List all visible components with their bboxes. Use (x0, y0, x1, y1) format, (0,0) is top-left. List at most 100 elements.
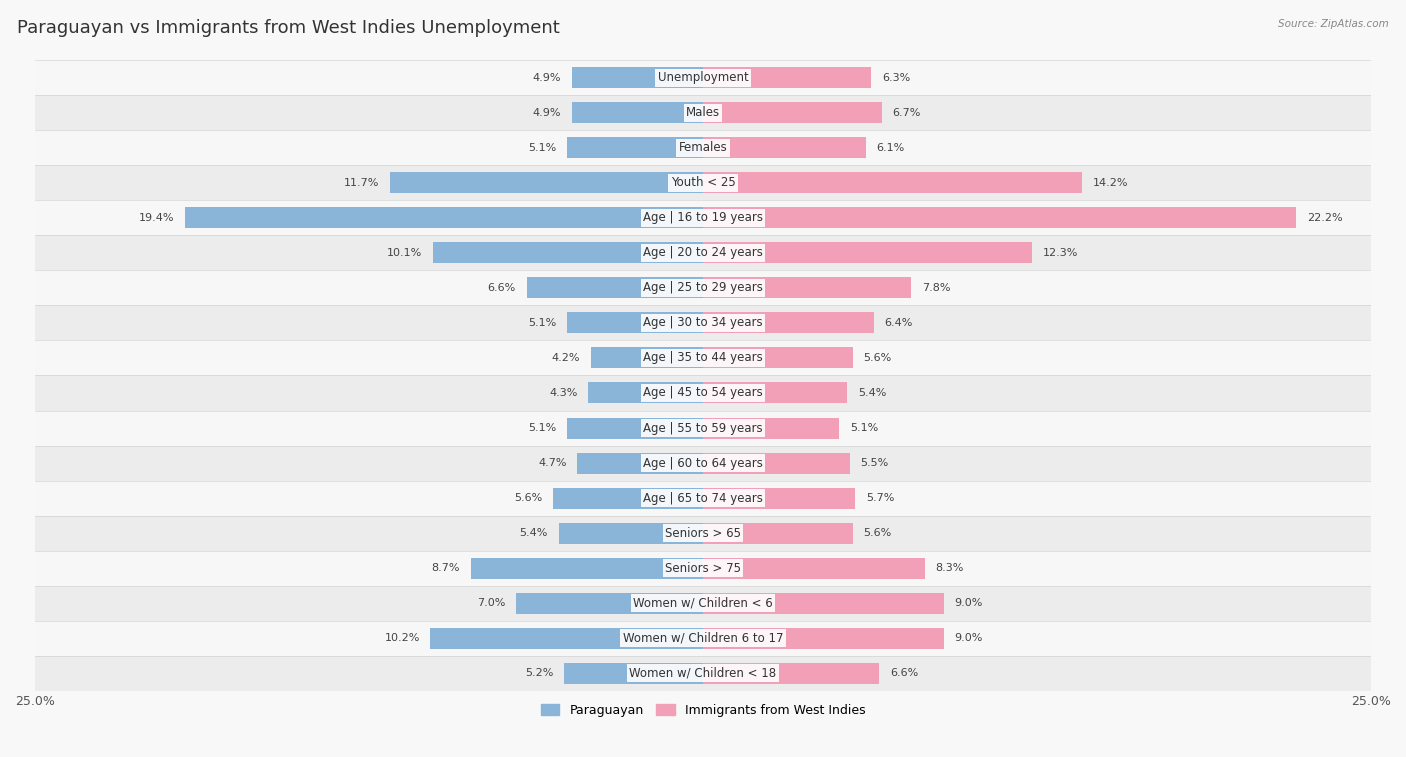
Bar (527, 278, 703, 298)
Bar (703, 207, 1296, 229)
Bar (35, 341, 1371, 375)
Text: Age | 25 to 29 years: Age | 25 to 29 years (643, 282, 763, 294)
Text: 5.6%: 5.6% (863, 353, 891, 363)
Bar (703, 173, 1083, 194)
Bar (703, 138, 866, 158)
Text: 9.0%: 9.0% (955, 633, 983, 643)
Text: Women w/ Children < 6: Women w/ Children < 6 (633, 597, 773, 609)
Bar (35, 235, 1371, 270)
Bar (35, 375, 1371, 410)
Text: 10.2%: 10.2% (384, 633, 420, 643)
Text: 4.3%: 4.3% (548, 388, 578, 398)
Text: Age | 65 to 74 years: Age | 65 to 74 years (643, 491, 763, 504)
Text: 19.4%: 19.4% (138, 213, 174, 223)
Bar (35, 481, 1371, 516)
Text: 4.7%: 4.7% (538, 458, 567, 468)
Bar (703, 558, 925, 578)
Text: 12.3%: 12.3% (1042, 248, 1078, 258)
Text: 5.1%: 5.1% (527, 318, 555, 328)
Text: 4.9%: 4.9% (533, 73, 561, 83)
Text: Seniors > 75: Seniors > 75 (665, 562, 741, 575)
Bar (703, 278, 911, 298)
Bar (433, 242, 703, 263)
Text: 6.6%: 6.6% (890, 668, 918, 678)
Bar (35, 270, 1371, 306)
Bar (703, 102, 882, 123)
Bar (567, 313, 703, 334)
Text: 7.8%: 7.8% (922, 283, 950, 293)
Text: 5.6%: 5.6% (515, 493, 543, 503)
Text: 4.9%: 4.9% (533, 108, 561, 118)
Bar (35, 621, 1371, 656)
Bar (703, 313, 875, 334)
Text: Seniors > 65: Seniors > 65 (665, 527, 741, 540)
Text: 5.7%: 5.7% (866, 493, 894, 503)
Bar (35, 130, 1371, 166)
Bar (578, 453, 703, 474)
Text: 5.4%: 5.4% (858, 388, 886, 398)
Bar (703, 453, 851, 474)
Bar (703, 628, 943, 649)
Text: 22.2%: 22.2% (1308, 213, 1343, 223)
Text: Youth < 25: Youth < 25 (671, 176, 735, 189)
Text: Age | 60 to 64 years: Age | 60 to 64 years (643, 456, 763, 469)
Text: Age | 45 to 54 years: Age | 45 to 54 years (643, 387, 763, 400)
Bar (516, 593, 703, 614)
Bar (35, 166, 1371, 201)
Text: Females: Females (679, 142, 727, 154)
Text: Unemployment: Unemployment (658, 71, 748, 85)
Bar (703, 67, 872, 89)
Text: Women w/ Children 6 to 17: Women w/ Children 6 to 17 (623, 631, 783, 644)
Bar (558, 522, 703, 544)
Text: 5.2%: 5.2% (524, 668, 554, 678)
Text: Males: Males (686, 107, 720, 120)
Bar (35, 410, 1371, 446)
Text: 6.6%: 6.6% (488, 283, 516, 293)
Text: Paraguayan vs Immigrants from West Indies Unemployment: Paraguayan vs Immigrants from West Indie… (17, 19, 560, 37)
Text: 8.3%: 8.3% (935, 563, 965, 573)
Text: 7.0%: 7.0% (477, 598, 505, 608)
Bar (35, 516, 1371, 550)
Text: 11.7%: 11.7% (344, 178, 380, 188)
Text: Age | 30 to 34 years: Age | 30 to 34 years (643, 316, 763, 329)
Bar (430, 628, 703, 649)
Text: 6.7%: 6.7% (893, 108, 921, 118)
Text: 6.1%: 6.1% (877, 143, 905, 153)
Text: Women w/ Children < 18: Women w/ Children < 18 (630, 667, 776, 680)
Bar (35, 95, 1371, 130)
Bar (554, 488, 703, 509)
Bar (564, 662, 703, 684)
Bar (35, 201, 1371, 235)
Text: 5.1%: 5.1% (527, 423, 555, 433)
Bar (703, 347, 852, 369)
Bar (35, 61, 1371, 95)
Text: 10.1%: 10.1% (387, 248, 422, 258)
Text: 5.5%: 5.5% (860, 458, 889, 468)
Bar (567, 418, 703, 438)
Text: Age | 55 to 59 years: Age | 55 to 59 years (643, 422, 763, 435)
Bar (35, 446, 1371, 481)
Bar (703, 488, 855, 509)
Bar (391, 173, 703, 194)
Bar (703, 593, 943, 614)
Bar (703, 382, 848, 403)
Text: 5.1%: 5.1% (851, 423, 879, 433)
Text: 6.4%: 6.4% (884, 318, 912, 328)
Bar (35, 586, 1371, 621)
Bar (35, 306, 1371, 341)
Text: Age | 20 to 24 years: Age | 20 to 24 years (643, 247, 763, 260)
Bar (703, 242, 1032, 263)
Text: Age | 16 to 19 years: Age | 16 to 19 years (643, 211, 763, 225)
Text: 9.0%: 9.0% (955, 598, 983, 608)
Text: Source: ZipAtlas.com: Source: ZipAtlas.com (1278, 19, 1389, 29)
Bar (567, 138, 703, 158)
Bar (588, 382, 703, 403)
Text: 8.7%: 8.7% (432, 563, 460, 573)
Text: 6.3%: 6.3% (882, 73, 910, 83)
Bar (35, 656, 1371, 690)
Bar (572, 67, 703, 89)
Bar (703, 418, 839, 438)
Bar (703, 522, 852, 544)
Text: 5.4%: 5.4% (520, 528, 548, 538)
Text: 5.6%: 5.6% (863, 528, 891, 538)
